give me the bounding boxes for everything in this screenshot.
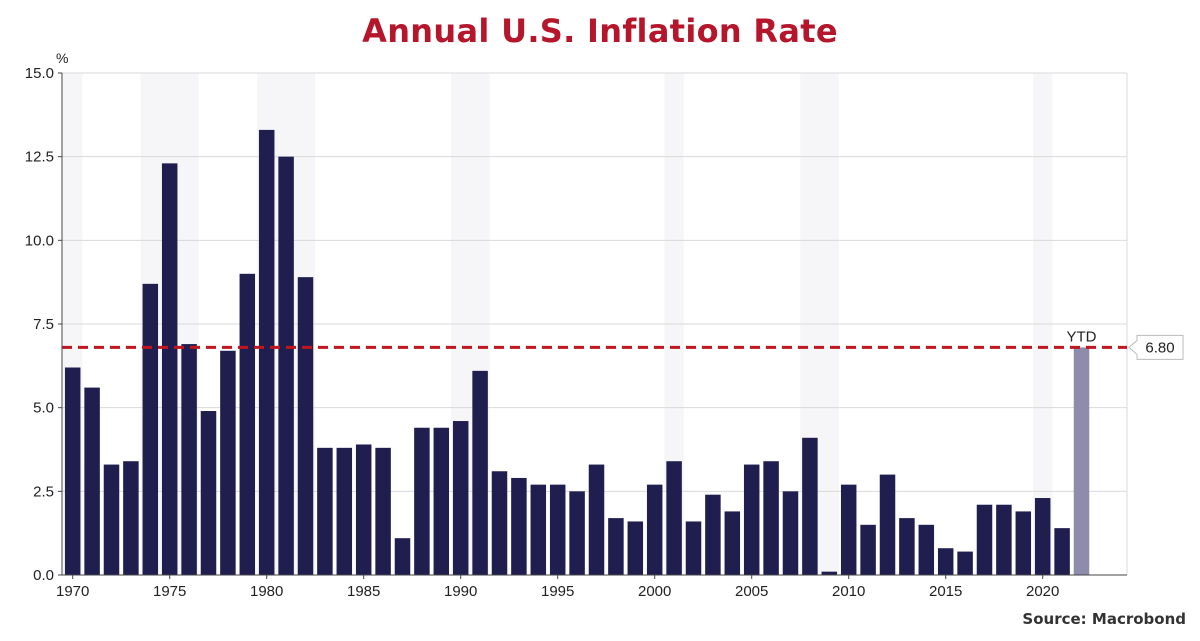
x-tick-label: 2000 bbox=[638, 583, 671, 600]
source-label: Source: Macrobond bbox=[1022, 610, 1186, 628]
x-tick-label: 2015 bbox=[929, 583, 962, 600]
bars: YTD bbox=[64, 129, 1097, 576]
bar bbox=[549, 484, 566, 575]
bar bbox=[103, 464, 120, 575]
bar bbox=[161, 163, 178, 576]
ytd-bar bbox=[1073, 347, 1090, 575]
bar bbox=[200, 411, 217, 575]
bar bbox=[802, 437, 818, 575]
x-tick-label: 2020 bbox=[1026, 583, 1059, 600]
reference-line-group: 6.80 bbox=[62, 334, 1184, 360]
y-tick-label: 12.5 bbox=[25, 149, 54, 166]
x-tick-label: 1980 bbox=[250, 583, 283, 600]
bar bbox=[937, 548, 954, 575]
y-tick-label: 5.0 bbox=[33, 400, 54, 417]
x-tick-label: 2005 bbox=[735, 583, 768, 600]
bar bbox=[860, 524, 876, 575]
bar bbox=[957, 551, 973, 575]
bar bbox=[588, 464, 605, 575]
bar bbox=[297, 277, 314, 575]
x-tick-label: 1985 bbox=[347, 583, 380, 600]
bar bbox=[627, 521, 644, 575]
bar bbox=[724, 511, 741, 575]
bar bbox=[530, 484, 547, 575]
bar bbox=[1015, 511, 1032, 575]
chart-title: Annual U.S. Inflation Rate bbox=[362, 12, 838, 50]
x-tick-label: 2010 bbox=[832, 583, 865, 600]
bar bbox=[239, 273, 256, 575]
bar bbox=[414, 427, 430, 575]
y-unit-label: % bbox=[56, 50, 68, 66]
bar bbox=[511, 477, 527, 575]
bar bbox=[840, 484, 857, 575]
tick-labels: 0.0 2.5 5.0 7.5 10.0 12.5 15.0% 1970 1975 1980 198… bbox=[25, 50, 1060, 600]
bar bbox=[685, 521, 702, 575]
reference-callout bbox=[1128, 334, 1184, 360]
y-tick-label: 10.0 bbox=[25, 232, 54, 249]
y-tick-label: 2.5 bbox=[33, 483, 54, 500]
bar bbox=[452, 421, 469, 575]
bar bbox=[821, 571, 838, 575]
bar bbox=[472, 370, 488, 575]
x-tick-label: 1990 bbox=[444, 583, 477, 600]
bar bbox=[743, 464, 760, 575]
bar bbox=[899, 518, 915, 575]
bar bbox=[375, 447, 391, 575]
y-tick-label: 15.0 bbox=[25, 65, 54, 82]
bar bbox=[608, 518, 624, 575]
bar bbox=[879, 474, 896, 575]
bar bbox=[123, 461, 139, 575]
bar bbox=[1054, 528, 1070, 575]
reference-value-label: 6.80 bbox=[1145, 339, 1174, 356]
bar bbox=[1034, 498, 1051, 575]
bar bbox=[976, 504, 993, 575]
bar bbox=[918, 524, 935, 575]
bar bbox=[996, 504, 1012, 575]
y-tick-label: 7.5 bbox=[33, 316, 54, 333]
bar bbox=[142, 283, 159, 575]
bar bbox=[433, 427, 450, 575]
bar bbox=[666, 461, 682, 575]
bar bbox=[491, 471, 508, 575]
bar bbox=[394, 538, 411, 575]
bar bbox=[278, 156, 294, 575]
x-tick-label: 1995 bbox=[541, 583, 574, 600]
bar bbox=[646, 484, 663, 575]
bar bbox=[220, 350, 236, 575]
bar bbox=[317, 447, 333, 575]
bar bbox=[336, 447, 353, 575]
bar bbox=[258, 129, 275, 576]
x-tick-label: 1970 bbox=[56, 583, 89, 600]
bar bbox=[181, 344, 197, 575]
ytd-label: YTD bbox=[1067, 328, 1097, 345]
bar bbox=[355, 444, 372, 575]
x-tick-label: 1975 bbox=[153, 583, 186, 600]
bar bbox=[782, 491, 799, 575]
y-tick-label: 0.0 bbox=[33, 567, 54, 584]
bar bbox=[705, 494, 721, 575]
bar bbox=[64, 367, 81, 575]
bar bbox=[763, 461, 779, 575]
bar bbox=[84, 387, 100, 575]
bar bbox=[569, 491, 585, 575]
